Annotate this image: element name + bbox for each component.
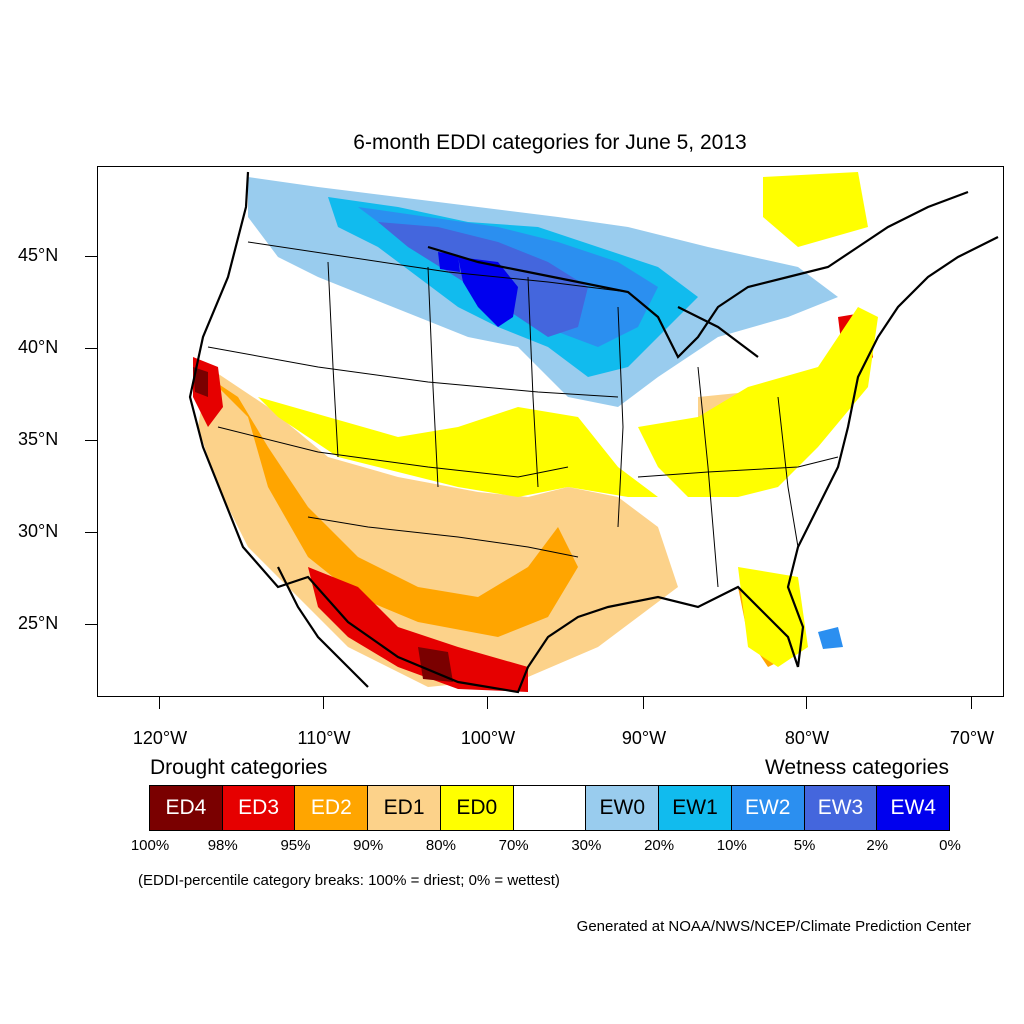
- legend-break-label: 0%: [939, 837, 961, 854]
- lat-label: 25°N: [18, 613, 59, 633]
- legend-swatch: ED1: [367, 785, 441, 831]
- legend-swatch: EW3: [803, 785, 878, 831]
- lon-label: 80°W: [784, 728, 830, 748]
- wetness-legend-title: Wetness categories: [764, 756, 949, 779]
- lat-tick: [85, 256, 97, 257]
- lat-label: 35°N: [18, 429, 59, 449]
- lon-label: 70°W: [949, 728, 995, 748]
- legend-break-label: 30%: [571, 837, 602, 854]
- lon-label: 120°W: [132, 728, 188, 748]
- eddi-map: [97, 166, 1004, 697]
- legend-break-label: 98%: [207, 837, 238, 854]
- category-note: (EDDI-percentile category breaks: 100% =…: [138, 872, 560, 889]
- lon-label: 110°W: [297, 728, 351, 748]
- lat-tick: [85, 440, 97, 441]
- legend-break-label: 10%: [716, 837, 747, 854]
- legend-break-label: 2%: [866, 837, 889, 854]
- lon-tick: [487, 697, 488, 709]
- legend-break-label: 80%: [425, 837, 456, 854]
- lat-tick: [85, 624, 97, 625]
- legend-swatch: ED4: [149, 785, 223, 831]
- legend-color-bar: ED4 ED3 ED2 ED1 ED0 EW0 EW1 EW2 EW3 EW4: [149, 785, 951, 831]
- lon-tick: [643, 697, 644, 709]
- legend-swatch: ED2: [294, 785, 369, 831]
- lon-tick: [159, 697, 160, 709]
- legend-break-label: 20%: [644, 837, 675, 854]
- lon-tick: [323, 697, 324, 709]
- legend-break-label: 95%: [280, 837, 311, 854]
- lon-label: 90°W: [621, 728, 667, 748]
- lat-label: 45°N: [18, 245, 59, 265]
- lon-label: 100°W: [460, 728, 516, 748]
- legend-swatch: [512, 785, 587, 831]
- lon-tick: [971, 697, 972, 709]
- legend-swatch: EW4: [876, 785, 951, 831]
- legend-break-label: 5%: [793, 837, 816, 854]
- lat-tick: [85, 532, 97, 533]
- legend-swatch: ED3: [221, 785, 296, 831]
- map-title: 6-month EDDI categories for June 5, 2013: [353, 131, 747, 154]
- lat-tick: [85, 348, 97, 349]
- eddi-map-graphic: [188, 171, 999, 694]
- ed4-field: [193, 367, 453, 682]
- legend-swatch: EW0: [585, 785, 660, 831]
- legend-swatch: EW1: [658, 785, 732, 831]
- legend-break-label: 90%: [353, 837, 384, 854]
- coastline: [188, 171, 999, 694]
- state-boundaries: [207, 241, 839, 588]
- legend-swatch: EW2: [730, 785, 805, 831]
- credit-line: Generated at NOAA/NWS/NCEP/Climate Predi…: [576, 918, 971, 935]
- lon-tick: [806, 697, 807, 709]
- legend-break-label: 70%: [498, 837, 529, 854]
- drought-legend-title: Drought categories: [150, 756, 328, 779]
- legend-swatch: ED0: [439, 785, 514, 831]
- lat-label: 40°N: [18, 337, 59, 357]
- lat-label: 30°N: [18, 521, 59, 541]
- legend-break-label: 100%: [130, 837, 170, 854]
